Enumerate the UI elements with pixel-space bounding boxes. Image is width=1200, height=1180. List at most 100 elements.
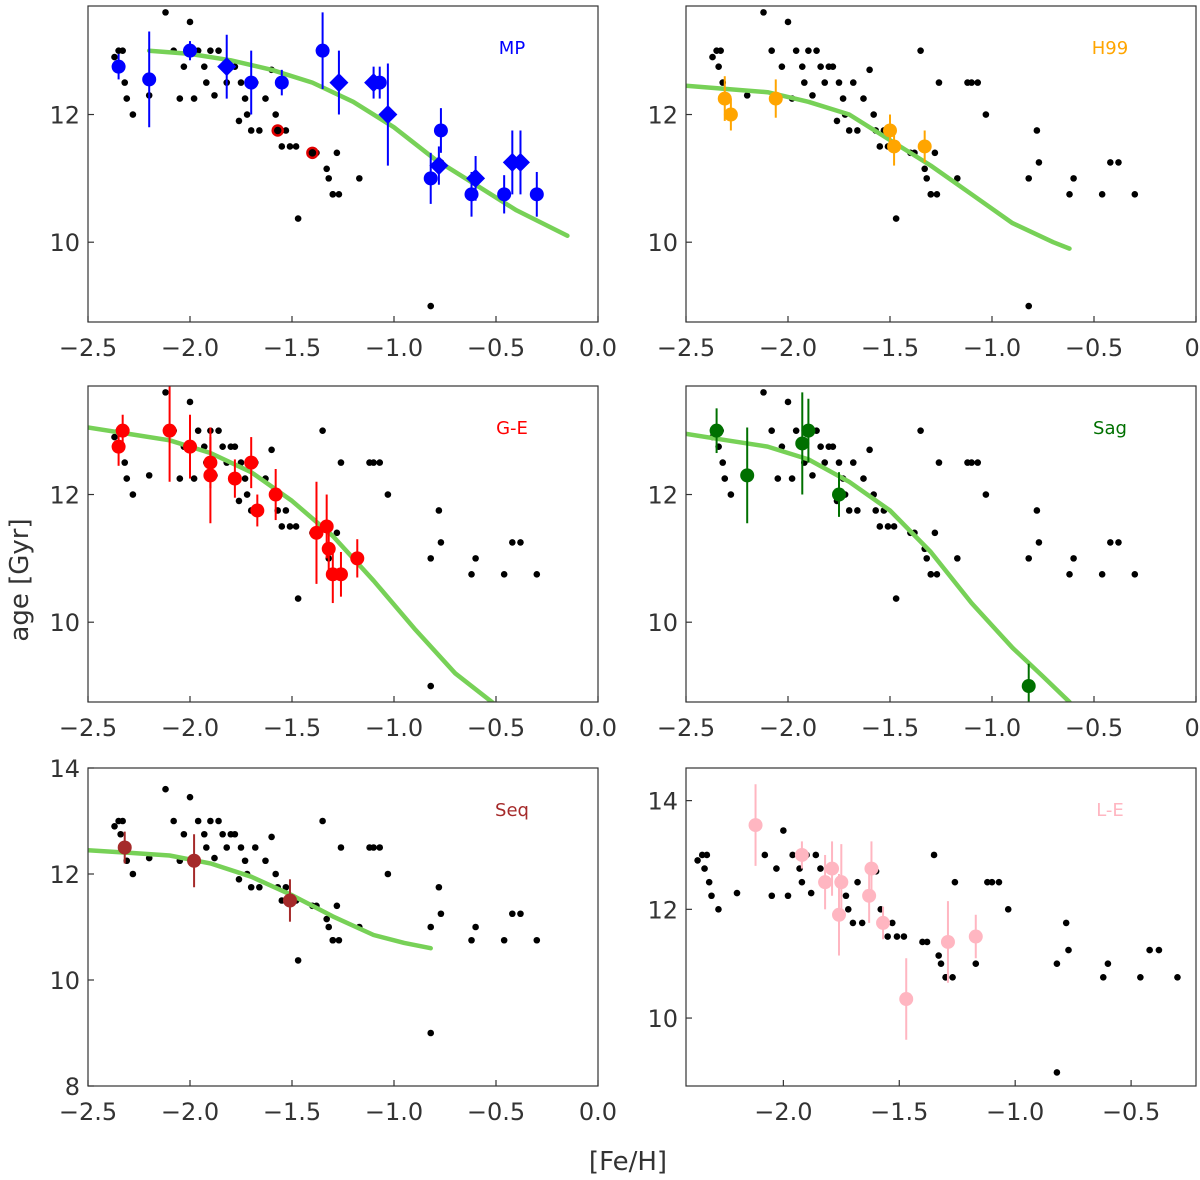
circle-marker <box>183 439 197 454</box>
y-tick-label: 10 <box>647 229 678 257</box>
y-tick-label: 12 <box>49 482 80 510</box>
background-point <box>719 459 727 466</box>
panel-label: H99 <box>1092 38 1128 59</box>
background-point <box>1053 960 1061 967</box>
background-point <box>247 883 255 891</box>
background-point <box>162 9 169 16</box>
background-point <box>384 491 392 498</box>
background-point <box>727 491 735 498</box>
background-point <box>286 523 294 530</box>
background-point <box>427 555 435 562</box>
x-tick-label: 0.0 <box>579 334 617 362</box>
y-tick-label: 10 <box>49 967 80 995</box>
background-point <box>854 127 861 134</box>
circle-marker <box>187 853 202 868</box>
background-point <box>1035 159 1043 166</box>
background-point <box>935 459 943 466</box>
background-point <box>121 459 129 466</box>
background-point <box>194 427 202 434</box>
background-point <box>972 960 980 967</box>
background-point <box>123 95 131 102</box>
background-point <box>162 785 169 793</box>
axes-frame <box>87 5 599 323</box>
background-point <box>323 915 330 923</box>
plot-area <box>686 9 1139 310</box>
background-point <box>203 844 210 851</box>
circle-marker <box>529 187 544 202</box>
background-point <box>927 191 935 198</box>
background-point <box>844 906 852 913</box>
background-point <box>921 165 928 173</box>
circle-marker <box>876 915 891 930</box>
circle-marker <box>740 468 755 483</box>
background-point <box>517 910 524 918</box>
background-point <box>243 491 251 498</box>
circle-marker <box>309 525 324 540</box>
circle-marker <box>834 875 849 890</box>
x-tick-label: −1.0 <box>365 334 423 362</box>
background-point <box>292 143 300 150</box>
background-point <box>709 53 716 61</box>
background-point <box>923 175 931 182</box>
background-point <box>262 95 269 102</box>
circle-marker <box>801 423 816 438</box>
background-point <box>933 571 941 578</box>
background-point <box>988 878 996 886</box>
background-point <box>335 191 343 198</box>
background-point <box>333 529 341 537</box>
background-point <box>186 18 194 26</box>
background-point <box>845 507 853 514</box>
circle-marker <box>111 59 126 74</box>
background-point <box>954 555 961 562</box>
background-point <box>333 902 341 910</box>
background-point <box>773 865 780 872</box>
x-tick-label: 0. <box>1185 334 1200 362</box>
x-tick-label: 0.0 <box>579 714 617 742</box>
background-point <box>807 889 815 897</box>
circle-marker <box>227 471 242 486</box>
background-point <box>337 844 345 851</box>
circle-marker <box>350 551 365 566</box>
y-tick-label: 8 <box>65 1073 80 1101</box>
background-point <box>235 117 243 125</box>
background-point <box>468 936 475 944</box>
background-point <box>789 851 796 859</box>
background-point <box>207 817 214 825</box>
background-point <box>1104 960 1112 967</box>
background-point <box>384 870 392 878</box>
background-point <box>517 539 524 546</box>
background-point <box>282 883 290 891</box>
background-point <box>870 111 877 118</box>
circle-marker <box>244 455 259 470</box>
circle-marker <box>887 139 902 154</box>
diamond-marker <box>217 57 237 77</box>
background-point <box>1053 1069 1061 1076</box>
background-point <box>272 111 279 118</box>
background-point <box>733 889 741 897</box>
y-axis-label-text: age [Gyr] <box>5 518 35 641</box>
background-point <box>1131 191 1139 198</box>
background-point <box>849 919 857 927</box>
background-point <box>294 215 302 222</box>
background-point <box>1004 906 1012 913</box>
circle-marker <box>274 75 289 90</box>
diamond-marker <box>378 105 398 125</box>
x-tick-label: −0.5 <box>1065 714 1123 742</box>
circle-marker <box>917 139 932 154</box>
background-point <box>215 47 222 54</box>
panel-mp: −2.5 −2.0 −1.5 −1.0 −0.5 0.0 10 12 MP <box>49 5 617 362</box>
background-point <box>427 682 435 690</box>
circle-marker <box>795 436 810 451</box>
background-point <box>186 793 194 801</box>
diamond-marker <box>466 168 486 188</box>
background-point <box>1131 571 1139 578</box>
panel-label: Sag <box>1093 418 1127 439</box>
background-point <box>784 892 792 900</box>
background-point <box>1066 191 1073 198</box>
background-point <box>1025 302 1033 310</box>
y-tick-label: 12 <box>647 896 678 924</box>
background-point <box>243 111 251 118</box>
background-point <box>1115 539 1122 546</box>
background-point <box>845 127 853 134</box>
background-point <box>1155 946 1163 954</box>
